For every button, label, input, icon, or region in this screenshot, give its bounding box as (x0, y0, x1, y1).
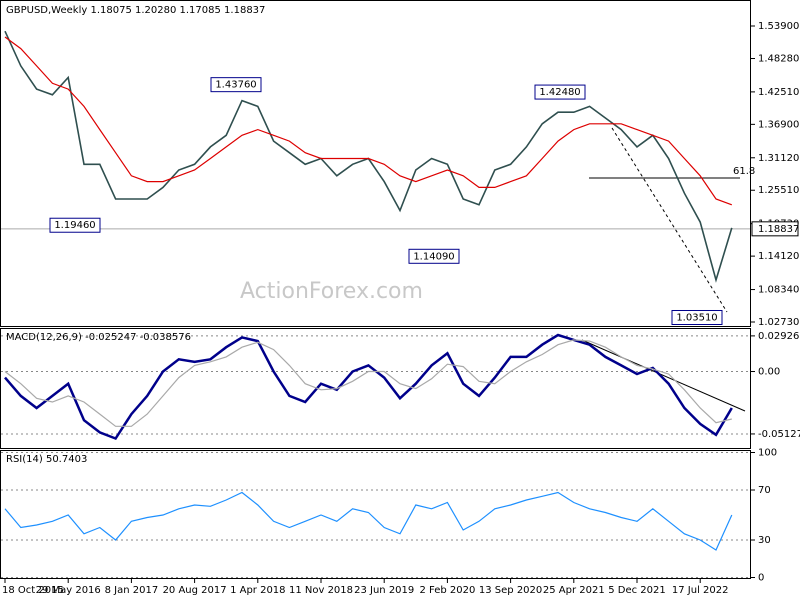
x-tick-label: 25 Apr 2021 (543, 585, 605, 596)
y-tick-label: 1.25510 (758, 185, 799, 196)
annotation-box (408, 248, 460, 264)
y-tick-label: 1.42510 (758, 87, 799, 98)
y-tick-label: 30 (758, 535, 771, 546)
x-tick-label: 29 May 2016 (36, 585, 101, 596)
x-tick-label: 2 Feb 2020 (419, 585, 475, 596)
y-tick-label: 1.08340 (758, 285, 799, 296)
series-line (4, 491, 733, 551)
x-tick-label: 5 Dec 2021 (608, 585, 666, 596)
rsi-panel (0, 450, 751, 579)
y-tick-label: 1.53900 (758, 21, 799, 32)
last-price-box (751, 221, 799, 237)
annotation-label: 1.42480 (539, 87, 580, 98)
annotation-box (49, 217, 101, 233)
x-tick-label: 11 Nov 2018 (289, 585, 353, 596)
watermark: ActionForex.com (240, 279, 423, 304)
annotation-box (210, 77, 262, 93)
macd-trend-line (581, 339, 746, 412)
y-tick-label: 0.00 (758, 367, 780, 378)
y-tick-label: 1.14120 (758, 251, 799, 262)
annotation-label: 1.43760 (215, 80, 256, 91)
y-tick-label: 1.36900 (758, 119, 799, 130)
chart-title: GBPUSD,Weekly 1.18075 1.20280 1.17085 1.… (6, 5, 265, 16)
price-panel (0, 0, 751, 327)
series-line (4, 339, 732, 427)
y-tick-label: -0.051279 (758, 429, 800, 440)
annotation-label: 1.14090 (413, 251, 454, 262)
last-price-label: 1.18837 (758, 224, 799, 235)
y-tick-label: 0 (758, 573, 764, 584)
rsi-title: RSI(14) 50.7403 (6, 454, 87, 465)
trend-line (611, 127, 728, 313)
annotation-box (534, 84, 586, 100)
y-tick-label: 70 (758, 485, 771, 496)
x-tick-label: 18 Oct 2015 (2, 585, 64, 596)
y-tick-label: 1.02730 (758, 317, 799, 328)
annotation-label: 1.19460 (54, 220, 95, 231)
fib-label: 61.8 (733, 166, 755, 177)
y-tick-label: 1.31120 (758, 153, 799, 164)
y-tick-label: 100 (758, 448, 777, 459)
y-tick-label: 0.029261 (758, 331, 800, 342)
x-tick-label: 13 Sep 2020 (479, 585, 542, 596)
x-tick-label: 20 Aug 2017 (163, 585, 227, 596)
x-tick-label: 17 Jul 2022 (672, 585, 729, 596)
series-line (4, 36, 733, 206)
annotation-label: 1.03510 (676, 312, 717, 323)
x-tick-label: 23 Jun 2019 (354, 585, 414, 596)
x-tick-label: 1 Apr 2018 (230, 585, 285, 596)
macd-title: MACD(12,26,9) -0.025247 -0.038576 (6, 332, 191, 343)
x-tick-label: 8 Jan 2017 (105, 585, 159, 596)
macd-panel (0, 328, 751, 449)
annotation-box (671, 309, 723, 325)
y-tick-label: 1.48280 (758, 54, 799, 65)
series-line (4, 333, 733, 441)
